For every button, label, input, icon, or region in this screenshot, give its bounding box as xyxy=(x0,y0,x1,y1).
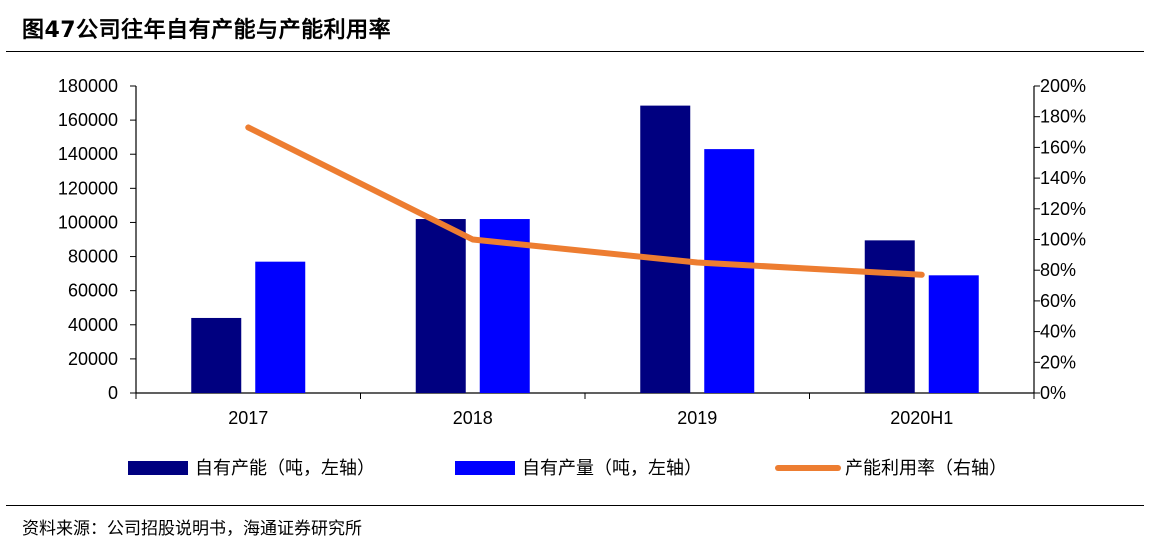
right-axis-ticks: 0% 20% 40% 60% 80% 100% 120% 140% 160% 180% 200% xyxy=(1034,76,1086,403)
left-axis-ticks: 0 20000 40000 60000 80000 100000 120000 140000 1… xyxy=(58,76,136,403)
left-tick-label: 0 xyxy=(108,383,118,403)
chart-bars xyxy=(191,105,979,393)
right-tick-label: 0% xyxy=(1040,383,1066,403)
title-divider xyxy=(6,51,1144,52)
right-tick-label: 200% xyxy=(1040,76,1086,96)
output-bar xyxy=(479,219,530,393)
capacity-bar xyxy=(191,317,242,393)
output-bar xyxy=(928,275,979,393)
left-tick-label: 100000 xyxy=(58,212,118,232)
legend-label: 产能利用率（右轴） xyxy=(845,458,1007,479)
capacity-bar xyxy=(415,219,466,393)
right-tick-label: 80% xyxy=(1040,260,1076,280)
right-tick-label: 140% xyxy=(1040,168,1086,188)
figure-title: 图47公司往年自有产能与产能利用率 xyxy=(22,18,392,43)
capacity-bar xyxy=(864,240,915,393)
left-tick-label: 160000 xyxy=(58,110,118,130)
right-tick-label: 160% xyxy=(1040,137,1086,157)
utilization-line xyxy=(245,124,925,278)
right-tick-label: 180% xyxy=(1040,107,1086,127)
left-tick-label: 120000 xyxy=(58,178,118,198)
right-tick-label: 120% xyxy=(1040,199,1086,219)
source-note: 资料来源：公司招股说明书，海通证券研究所 xyxy=(22,519,362,539)
left-tick-label: 80000 xyxy=(68,247,118,267)
left-tick-label: 180000 xyxy=(58,76,118,96)
x-tick-label: 2019 xyxy=(677,408,717,428)
right-tick-label: 100% xyxy=(1040,230,1086,250)
capacity-bar xyxy=(640,105,691,393)
legend-swatch xyxy=(128,461,188,475)
right-tick-label: 20% xyxy=(1040,352,1076,372)
right-tick-label: 60% xyxy=(1040,291,1076,311)
right-tick-label: 40% xyxy=(1040,322,1076,342)
x-tick-label: 2020H1 xyxy=(890,408,953,428)
x-tick-label: 2018 xyxy=(453,408,493,428)
legend-label: 自有产能（吨，左轴） xyxy=(195,458,375,479)
output-bar xyxy=(255,261,306,393)
left-tick-label: 60000 xyxy=(68,281,118,301)
legend-swatch xyxy=(455,461,515,475)
left-tick-label: 140000 xyxy=(58,144,118,164)
chart-line xyxy=(245,124,925,278)
source-divider xyxy=(6,505,1144,506)
x-axis-ticks: 2017 2018 2019 2020H1 xyxy=(135,393,1035,428)
left-tick-label: 40000 xyxy=(68,315,118,335)
legend-label: 自有产量（吨，左轴） xyxy=(522,458,702,479)
x-tick-label: 2017 xyxy=(228,408,268,428)
left-tick-label: 20000 xyxy=(68,349,118,369)
output-bar xyxy=(704,149,755,393)
chart-legend: 自有产能（吨，左轴） 自有产量（吨，左轴） 产能利用率（右轴） xyxy=(128,458,1007,479)
